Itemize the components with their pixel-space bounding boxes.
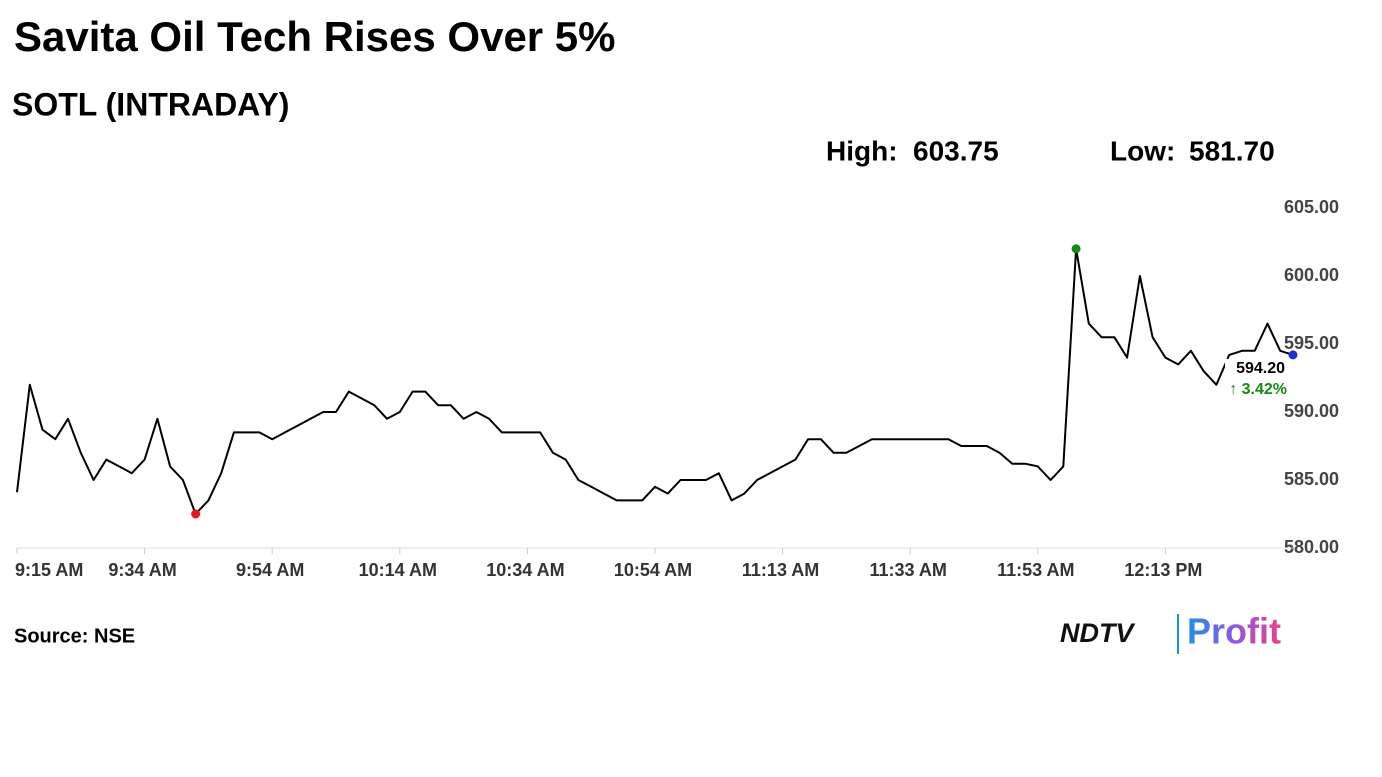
low-marker [191, 509, 201, 519]
y-tick-label: 595.00 [1284, 333, 1339, 353]
last-label-box [1225, 358, 1287, 401]
source: Source: NSE [14, 625, 135, 647]
high-marker [1071, 244, 1081, 254]
y-tick-label: 600.00 [1284, 265, 1339, 285]
x-tick-label: 9:34 AM [108, 560, 176, 580]
y-tick-label: 580.00 [1284, 537, 1339, 557]
low-value: 581.70 [1189, 135, 1275, 166]
x-tick-label: 11:13 AM [742, 560, 819, 580]
y-tick-label: 605.00 [1284, 197, 1339, 217]
price-line [16, 247, 1294, 515]
high-label: High: [826, 135, 898, 166]
brand-profit: Profit [1187, 611, 1281, 652]
x-tick-label: 9:54 AM [236, 560, 304, 580]
x-tick-label: 12:13 PM [1124, 560, 1202, 580]
last-marker [1288, 350, 1298, 360]
brand-ndtv: NDTV [1060, 618, 1135, 648]
y-tick-label: 590.00 [1284, 401, 1339, 421]
low-label: Low: [1110, 135, 1175, 166]
x-tick-label: 11:33 AM [870, 560, 947, 580]
x-tick-label: 10:34 AM [486, 560, 564, 580]
y-tick-label: 585.00 [1284, 469, 1339, 489]
chart-title: Savita Oil Tech Rises Over 5% [14, 13, 616, 60]
chart-subtitle: SOTL (INTRADAY) [12, 86, 289, 122]
high-value: 603.75 [913, 135, 999, 166]
x-tick-label: 9:15 AM [15, 560, 83, 580]
last-label: 594.20 [1236, 360, 1285, 377]
x-tick-label: 10:14 AM [359, 560, 437, 580]
x-tick-label: 11:53 AM [997, 560, 1074, 580]
change-label: ↑ 3.42% [1229, 381, 1287, 398]
x-tick-label: 10:54 AM [614, 560, 692, 580]
